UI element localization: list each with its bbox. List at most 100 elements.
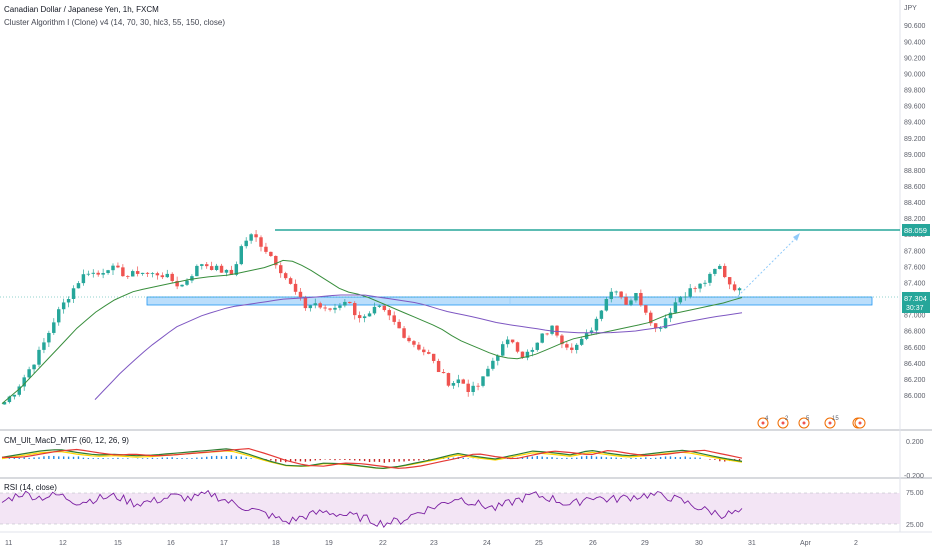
candle-body (530, 349, 535, 352)
time-tick: 2 (854, 540, 858, 547)
candle-body (76, 283, 81, 289)
signal-marker-count: 5 (806, 416, 810, 422)
price-tick: 87.400 (904, 280, 926, 287)
time-tick: 22 (379, 540, 387, 547)
candle-body (343, 301, 347, 306)
candle-body (155, 273, 160, 276)
candle-body (727, 277, 732, 285)
candle-body (71, 288, 76, 299)
candle-body (515, 342, 520, 352)
candle-body (520, 351, 525, 358)
price-panel[interactable]: 4 2 5 15 (0, 229, 900, 429)
support-zone[interactable] (146, 296, 873, 306)
candle-body (382, 305, 387, 311)
candle-body (244, 240, 248, 247)
macd-histogram (3, 455, 741, 463)
candle-body (575, 344, 579, 350)
signal-markers: 4 2 5 15 (757, 416, 866, 429)
candle-body (441, 372, 446, 374)
price-tick: 86.800 (904, 329, 926, 336)
candle-body (535, 342, 539, 350)
rsi-line (1, 489, 743, 529)
candle-body (121, 267, 125, 277)
projection-arrow[interactable] (737, 235, 799, 297)
candle-body (639, 292, 643, 306)
candle-body (47, 332, 51, 343)
candle-body (466, 383, 470, 392)
candle-body (91, 272, 95, 274)
candle-body (239, 246, 243, 265)
candle-body (594, 318, 599, 331)
candle-body (175, 280, 179, 287)
candle-body (698, 283, 702, 289)
symbol-title: Canadian Dollar / Japanese Yen, 1h, FXCM (4, 5, 159, 14)
time-tick: 25 (535, 540, 543, 547)
time-tick: 29 (641, 540, 649, 547)
resistance-price-text: 88.059 (904, 226, 927, 235)
candle-body (61, 302, 66, 310)
candle-body (486, 368, 490, 377)
candle-body (501, 344, 505, 356)
candle-body (579, 338, 584, 345)
candlesticks[interactable] (2, 229, 742, 405)
candle-body (555, 325, 559, 336)
candle-body (81, 274, 86, 284)
candle-body (619, 291, 623, 298)
candle-body (303, 297, 308, 309)
candle-body (323, 307, 327, 309)
price-tick: 89.000 (904, 152, 926, 159)
time-tick: 24 (483, 540, 491, 547)
candle-body (101, 273, 105, 275)
countdown-text: 30:37 (906, 305, 924, 312)
candle-body (22, 377, 26, 387)
time-tick: 18 (272, 540, 280, 547)
rsi-panel[interactable] (0, 489, 900, 529)
candle-body (629, 300, 633, 305)
candle-body (688, 288, 692, 297)
price-tick: 88.600 (904, 184, 926, 191)
candle-body (214, 265, 219, 270)
candle-body (545, 333, 549, 335)
price-axis[interactable]: 90.600 90.400 90.200 90.000 89.800 89.600 89.4… (904, 23, 926, 400)
candle-body (269, 251, 273, 256)
time-tick: 30 (695, 540, 703, 547)
time-axis[interactable]: 11 12 15 16 17 18 19 22 23 24 25 26 29 30 31 Apr 2 (5, 540, 858, 547)
price-tick: 89.800 (904, 88, 926, 95)
price-tick: 89.600 (904, 104, 926, 111)
candle-body (634, 292, 638, 301)
time-tick: Apr (800, 540, 812, 547)
signal-marker-dot (802, 421, 806, 425)
candle-body (525, 351, 530, 358)
candle-body (135, 271, 140, 274)
macd-panel[interactable] (1, 447, 743, 470)
macd-title: CM_Ult_MacD_MTF (60, 12, 26, 9) (4, 436, 129, 445)
candle-body (264, 246, 268, 252)
candle-body (678, 297, 683, 303)
candle-body (106, 270, 110, 274)
ma-slow-line[interactable] (94, 294, 743, 400)
candle-body (185, 280, 189, 285)
rsi-tick-75: 75.00 (906, 490, 924, 497)
time-tick: 17 (220, 540, 228, 547)
candle-body (180, 284, 184, 287)
candle-body (737, 288, 742, 291)
candle-body (328, 308, 332, 310)
candle-body (565, 344, 569, 348)
candle-body (550, 325, 554, 334)
candle-body (402, 328, 406, 338)
rsi-title: RSI (14, close) (4, 483, 57, 492)
candle-body (436, 360, 441, 373)
candle-body (279, 265, 283, 274)
price-tick: 90.400 (904, 39, 926, 46)
time-tick: 12 (59, 540, 67, 547)
candle-body (471, 385, 475, 392)
candle-body (338, 305, 342, 308)
price-axis-currency: JPY (904, 5, 917, 12)
ma-fast-line[interactable] (1, 259, 743, 404)
candle-body (673, 302, 678, 313)
candle-body (111, 265, 115, 271)
candle-body (288, 278, 293, 284)
candle-body (293, 283, 298, 292)
candle-body (609, 291, 613, 300)
